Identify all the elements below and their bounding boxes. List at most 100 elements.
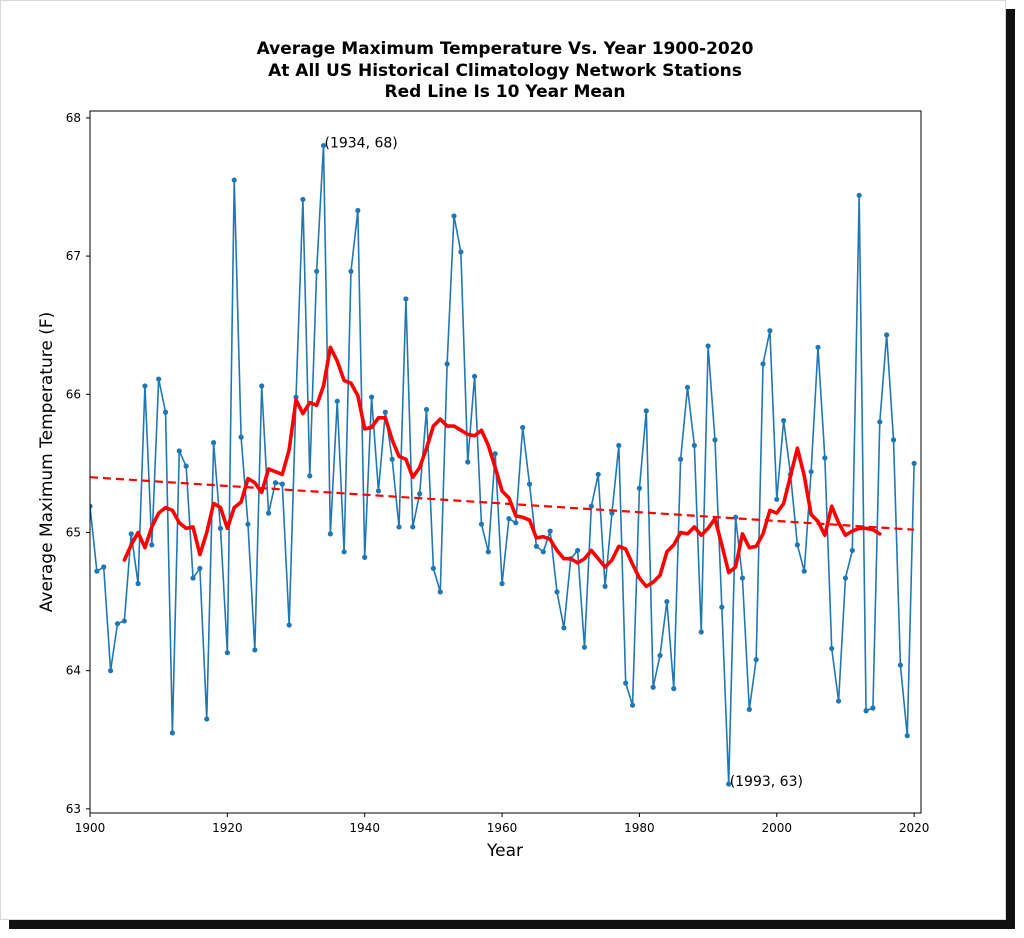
annual-data-point bbox=[252, 647, 258, 653]
annual-data-point bbox=[822, 455, 828, 461]
annual-data-point bbox=[314, 268, 320, 274]
x-tick-label: 2020 bbox=[899, 821, 930, 835]
ten-year-mean-line bbox=[122, 345, 882, 589]
annual-data-point bbox=[478, 521, 485, 527]
x-axis-label: Year bbox=[486, 841, 523, 861]
annual-data-point bbox=[403, 296, 409, 302]
annual-data-point bbox=[190, 575, 196, 581]
annual-data-point bbox=[829, 645, 835, 652]
annual-data-point bbox=[265, 510, 272, 516]
annual-data-point bbox=[465, 459, 471, 465]
title-line-1: Average Maximum Temperature Vs. Year 190… bbox=[257, 39, 754, 59]
annual-data-point bbox=[897, 662, 904, 668]
annual-data-point bbox=[142, 383, 148, 389]
annual-data-point bbox=[176, 448, 182, 454]
annual-data-point bbox=[245, 521, 251, 527]
annual-data-point bbox=[307, 473, 313, 479]
y-tick-label: 63 bbox=[66, 802, 81, 816]
annual-data-point bbox=[561, 625, 567, 631]
annual-data-point bbox=[554, 589, 560, 595]
annual-data-point bbox=[643, 408, 649, 414]
annual-data-point bbox=[444, 361, 450, 367]
annual-data-point bbox=[197, 565, 203, 572]
annual-data-point bbox=[149, 542, 155, 548]
annual-data-point bbox=[781, 417, 787, 424]
annual-data-point bbox=[657, 652, 663, 659]
annual-data-point bbox=[101, 564, 107, 570]
x-tick-label: 1920 bbox=[212, 821, 243, 835]
y-tick-label: 66 bbox=[66, 387, 81, 401]
annual-data-point bbox=[595, 471, 601, 478]
annual-data-point bbox=[533, 543, 540, 549]
y-tick-label: 64 bbox=[66, 664, 81, 678]
annual-data-point bbox=[128, 531, 134, 537]
annual-data-point bbox=[368, 394, 375, 400]
annual-data-point bbox=[849, 547, 855, 554]
point-annotation: (1993, 63) bbox=[730, 774, 803, 790]
annual-data-point bbox=[238, 434, 244, 440]
annual-data-point bbox=[753, 657, 759, 663]
annual-data-point bbox=[341, 549, 347, 555]
annual-data-point bbox=[485, 549, 491, 555]
annual-data-point bbox=[272, 480, 279, 486]
annual-data-point bbox=[588, 503, 594, 509]
annual-data-point bbox=[671, 686, 677, 692]
annual-data-point bbox=[382, 409, 388, 415]
annual-data-point bbox=[458, 249, 464, 255]
annual-data-point bbox=[506, 516, 512, 522]
annual-data-point bbox=[430, 565, 436, 572]
y-tick-label: 67 bbox=[66, 249, 81, 263]
annual-data-point bbox=[609, 510, 615, 516]
annual-data-point bbox=[410, 524, 416, 530]
y-tick-label: 65 bbox=[66, 525, 81, 539]
y-axis-ticks: 63 64 65 66 67 68 bbox=[66, 111, 90, 816]
annual-data-point bbox=[217, 525, 224, 531]
annual-data-point bbox=[890, 437, 897, 443]
annual-data-point bbox=[204, 716, 210, 722]
x-axis-ticks: 1900 1920 1940 1960 1980 2000 2020 bbox=[75, 813, 930, 835]
annual-data-point bbox=[293, 394, 299, 400]
annual-data-point bbox=[540, 549, 546, 555]
annual-data-point bbox=[169, 730, 176, 736]
annual-data-point bbox=[602, 583, 608, 589]
annual-data-point bbox=[108, 668, 114, 674]
chart-frame: Average Maximum Temperature Vs. Year 190… bbox=[0, 0, 1006, 920]
annual-data-point bbox=[224, 650, 230, 656]
annual-data-point bbox=[259, 383, 265, 389]
x-tick-label: 2000 bbox=[762, 821, 793, 835]
plot-content bbox=[90, 142, 917, 787]
annual-data-point bbox=[90, 503, 93, 509]
annual-data-point bbox=[334, 398, 340, 404]
annual-data-point bbox=[712, 437, 718, 443]
annual-data-point bbox=[231, 177, 237, 183]
annual-data-point bbox=[877, 419, 883, 425]
annual-data-point bbox=[636, 485, 643, 491]
annotations: (1934, 68) (1993, 63) bbox=[325, 136, 803, 790]
annual-data-point bbox=[348, 268, 354, 274]
chart-title: Average Maximum Temperature Vs. Year 190… bbox=[257, 39, 754, 102]
annual-data-point bbox=[547, 528, 553, 534]
annual-data-point bbox=[801, 568, 807, 574]
trend-line bbox=[90, 476, 915, 531]
annual-data-point bbox=[513, 520, 519, 526]
point-annotation: (1934, 68) bbox=[325, 136, 398, 152]
annual-data-point bbox=[684, 384, 691, 390]
annual-data-point bbox=[451, 213, 457, 219]
annual-data-point bbox=[499, 581, 505, 587]
annual-data-point bbox=[114, 621, 121, 627]
annual-data-point bbox=[623, 680, 629, 686]
annual-data-point bbox=[183, 463, 189, 469]
annual-data-point bbox=[732, 514, 739, 520]
title-line-3: Red Line Is 10 Year Mean bbox=[385, 82, 626, 102]
x-tick-label: 1900 bbox=[75, 821, 106, 835]
x-tick-label: 1940 bbox=[349, 821, 380, 835]
y-axis-label: Average Maximum Temperature (F) bbox=[37, 312, 57, 613]
annual-data-point bbox=[396, 524, 402, 530]
annual-data-point bbox=[156, 376, 162, 382]
annual-data-point bbox=[320, 142, 327, 149]
y-tick-label: 68 bbox=[66, 111, 81, 125]
annual-data-point bbox=[94, 568, 100, 574]
annual-data-point bbox=[437, 589, 443, 595]
annual-data-point bbox=[863, 708, 869, 714]
annual-data-point bbox=[870, 705, 876, 711]
